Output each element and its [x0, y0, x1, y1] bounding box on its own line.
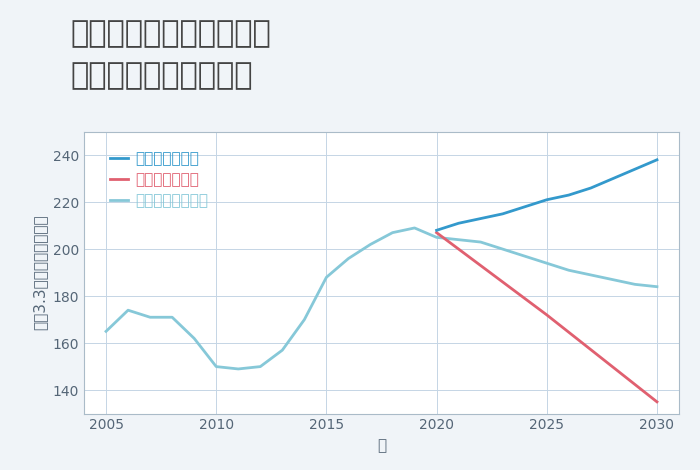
Y-axis label: 坪（3.3㎡）単価（万円）: 坪（3.3㎡）単価（万円）: [32, 215, 47, 330]
Text: 中古戸建ての価格推移: 中古戸建ての価格推移: [70, 61, 253, 90]
Text: 東京都港区麻布永坂町の: 東京都港区麻布永坂町の: [70, 19, 271, 48]
Legend: グッドシナリオ, バッドシナリオ, ノーマルシナリオ: グッドシナリオ, バッドシナリオ, ノーマルシナリオ: [104, 145, 215, 214]
X-axis label: 年: 年: [377, 438, 386, 453]
